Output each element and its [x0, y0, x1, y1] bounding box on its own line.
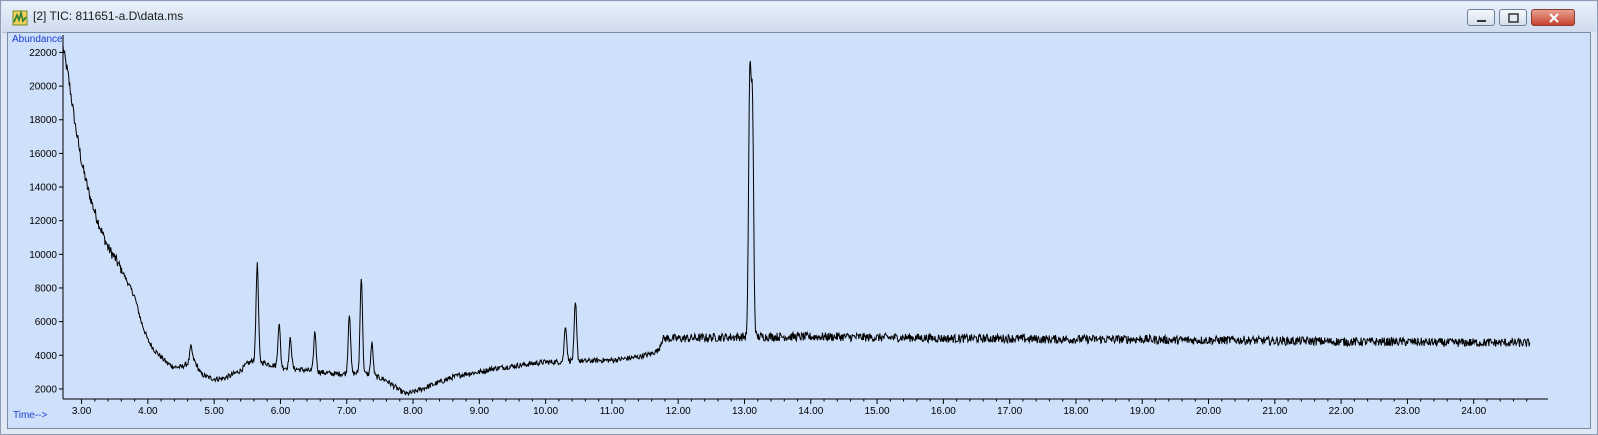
x-tick-label: 8.00 [403, 406, 423, 417]
x-tick-label: 6.00 [271, 406, 291, 417]
x-tick-label: 9.00 [470, 406, 490, 417]
y-axis-title: Abundance [12, 34, 63, 45]
y-tick-label: 6000 [35, 317, 58, 328]
x-tick-label: 16.00 [931, 406, 956, 417]
y-tick-label: 2000 [35, 384, 58, 395]
title-bar[interactable]: [2] TIC: 811651-a.D\data.ms [2, 2, 1596, 33]
tic-chromatogram-chart: Abundance Time--> 2000 4000 6000 8000 10000 1… [12, 34, 1548, 421]
x-tick-label: 15.00 [865, 406, 890, 417]
x-axis-title: Time--> [13, 410, 48, 421]
minimize-icon [1477, 20, 1486, 22]
chart-area: Abundance Time--> 2000 4000 6000 8000 10000 1… [7, 32, 1591, 429]
x-tick-label: 19.00 [1130, 406, 1155, 417]
x-tick-label: 7.00 [337, 406, 357, 417]
minimize-button[interactable] [1467, 9, 1495, 26]
x-tick-label: 13.00 [732, 406, 757, 417]
y-tick-label: 16000 [29, 149, 57, 160]
maximize-icon [1508, 13, 1519, 23]
maximize-button[interactable] [1499, 9, 1527, 26]
x-tick-label: 3.00 [72, 406, 92, 417]
x-tick-label: 20.00 [1196, 406, 1221, 417]
window-right-edge [1591, 32, 1597, 429]
window-title: [2] TIC: 811651-a.D\data.ms [33, 9, 184, 23]
x-tick-label: 5.00 [204, 406, 224, 417]
x-tick-label: 21.00 [1262, 406, 1287, 417]
tic-trace-line [62, 45, 1531, 397]
x-tick-label: 4.00 [138, 406, 158, 417]
y-tick-label: 14000 [29, 183, 57, 194]
y-tick-label: 20000 [29, 82, 57, 93]
y-tick-label: 10000 [29, 250, 57, 261]
x-tick-label: 22.00 [1329, 406, 1354, 417]
x-tick-label: 18.00 [1063, 406, 1088, 417]
x-tick-label: 23.00 [1395, 406, 1420, 417]
close-button[interactable] [1531, 9, 1575, 26]
y-tick-label: 8000 [35, 283, 58, 294]
y-tick-label: 12000 [29, 216, 57, 227]
x-tick-label: 12.00 [666, 406, 691, 417]
y-tick-label: 18000 [29, 115, 57, 126]
x-tick-label: 10.00 [533, 406, 558, 417]
y-tick-label: 4000 [35, 351, 58, 362]
y-tick-label: 22000 [29, 48, 57, 59]
x-tick-label: 17.00 [997, 406, 1022, 417]
x-tick-label: 11.00 [600, 406, 625, 417]
x-tick-label: 24.00 [1461, 406, 1486, 417]
x-tick-label: 14.00 [798, 406, 823, 417]
close-icon [1549, 13, 1559, 23]
chromatogram-app-icon [12, 10, 28, 26]
